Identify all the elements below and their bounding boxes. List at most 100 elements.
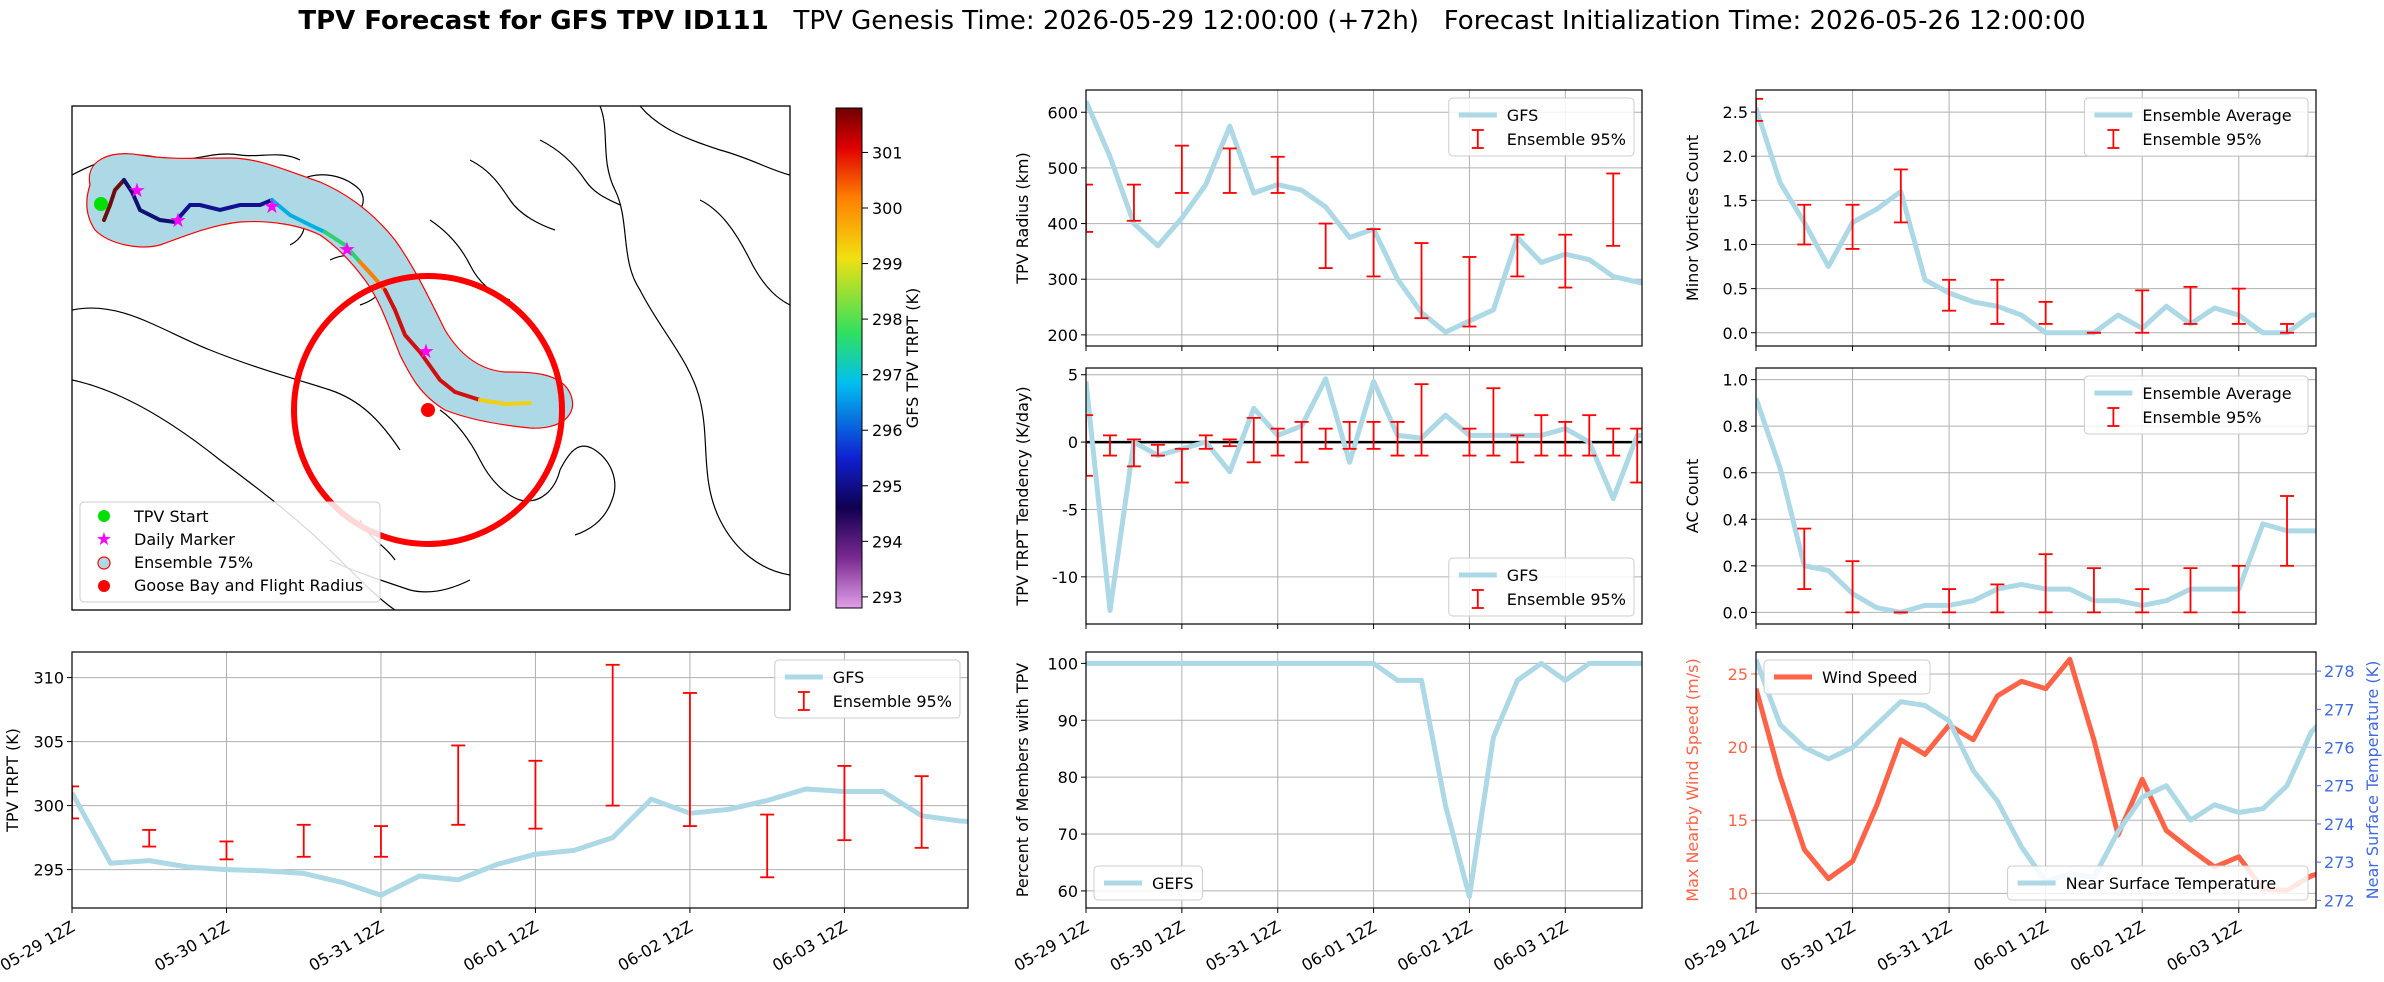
colorbar-tick-label: 297 [872, 366, 903, 385]
x-tick-label: 05-30 12Z [1777, 917, 1858, 975]
legend-label: GFS [1507, 566, 1538, 585]
error-bar [1606, 172, 1621, 247]
legend-tpv-start: TPV Start [133, 507, 209, 526]
error-bar [1510, 233, 1525, 278]
error-bar [1756, 97, 1763, 122]
svg-text:★: ★ [417, 339, 435, 363]
colorbar-tick-label: 298 [872, 310, 903, 329]
y-tick-label: 0.0 [1723, 324, 1748, 343]
chart-ac: 0.0 0.2 0.4 0.6 0.8 1.0 AC Count Ensemble Avera… [1683, 367, 2317, 629]
x-tick-label: 06-02 12Z [2067, 917, 2148, 975]
error-bar [1086, 414, 1093, 477]
y-tick-label: 25 [1728, 665, 1748, 684]
x-tick-label: 05-31 12Z [1202, 917, 1283, 975]
legend: GFS Ensemble 95% [1448, 97, 1635, 157]
legend-label: GFS [833, 668, 864, 687]
x-tick-label: 05-31 12Z [306, 917, 387, 975]
colorbar-tick-label: 296 [872, 421, 903, 440]
error-bar [219, 840, 234, 861]
svg-text:★: ★ [96, 529, 112, 550]
x-tick-label: 05-30 12Z [1107, 917, 1188, 975]
error-bar [1582, 414, 1597, 457]
tpv-start-marker [94, 197, 108, 211]
map-frame [71, 105, 791, 611]
plot-frame [1755, 89, 2317, 347]
data-layer [1086, 660, 1642, 900]
x-tick-label: 05-30 12Z [151, 917, 232, 975]
colorbar-tick-label: 293 [872, 588, 903, 607]
init-time: Forecast Initialization Time: 2026-05-26… [1443, 6, 2086, 36]
plot-area [1086, 652, 1642, 908]
y-tick-label: 400 [1047, 215, 1078, 234]
error-bar [2280, 495, 2295, 567]
legend-label: Ensemble Average [2142, 106, 2291, 125]
error-bar [1086, 183, 1093, 233]
data-layer [1756, 97, 2316, 336]
y-tick-label: 0.4 [1723, 510, 1748, 529]
y-tick-label: -10 [1052, 568, 1078, 587]
legend-label: Near Surface Temperature [2066, 874, 2277, 893]
error-bar [1318, 222, 1333, 269]
x-tick-label: 05-31 12Z [1874, 917, 1955, 975]
y-tick-label: 15 [1728, 811, 1748, 830]
legend-label: GEFS [1152, 874, 1194, 893]
error-bar [682, 692, 697, 827]
y-tick-label: 0.5 [1723, 280, 1748, 299]
error-bar [1510, 434, 1525, 464]
y-axis-label: TPV Radius (km) [1013, 152, 1032, 285]
y-tick-label: 90 [1058, 711, 1078, 730]
colorbar-tick-label: 295 [872, 477, 903, 496]
y-tick-label: 2.5 [1723, 103, 1748, 122]
error-bar [72, 785, 79, 820]
legend-label: Ensemble 95% [833, 692, 952, 711]
data-layer [1086, 100, 1642, 335]
y-tick-label: 600 [1047, 103, 1078, 122]
y2-tick-label: 277 [2324, 700, 2355, 719]
plot-frame [1755, 367, 2317, 625]
colorbar-tick-label: 294 [872, 532, 903, 551]
legend-label: Ensemble 95% [2142, 408, 2261, 427]
y-tick-label: 0.8 [1723, 417, 1748, 436]
colorbar: 293 294 295 296 297 298 299 300 301 GFS TPV TRPT… [835, 107, 922, 609]
legend-label: Ensemble 95% [1507, 590, 1626, 609]
plot-frame [71, 651, 969, 909]
y-tick-label: 1.0 [1723, 235, 1748, 254]
error-bar [528, 759, 543, 830]
svg-text:★: ★ [169, 208, 187, 232]
y2-tick-label: 272 [2324, 891, 2355, 910]
legend-label: GFS [1507, 106, 1538, 125]
error-bar [2038, 300, 2053, 325]
chart-minor: 0.0 0.5 1.0 1.5 2.0 2.5 Minor Vortices Count En… [1683, 89, 2317, 351]
error-bar [1893, 168, 1908, 224]
error-bar [2231, 564, 2246, 614]
error-bar [1294, 420, 1309, 464]
error-bar [1462, 256, 1477, 328]
error-bar [837, 765, 852, 842]
y2-tick-label: 274 [2324, 815, 2355, 834]
y-tick-label: 80 [1058, 768, 1078, 787]
error-bar [760, 813, 775, 879]
x-tick-label: 05-29 12Z [1011, 917, 1092, 975]
error-bar [605, 663, 620, 807]
legend: GEFS [1093, 865, 1203, 901]
y2-axis-label: Near Surface Temperature (K) [2363, 661, 2382, 900]
series-line-gefs [1086, 660, 1642, 900]
y-tick-label: 305 [33, 733, 64, 752]
error-bar [2231, 287, 2246, 325]
y-tick-label: 200 [1047, 326, 1078, 345]
figure-title-main: TPV Forecast for GFS TPV ID111 [298, 6, 769, 36]
y-axis-label: TPV TRPT (K) [3, 728, 22, 833]
error-bar [1797, 203, 1812, 246]
y-tick-label: 60 [1058, 882, 1078, 901]
y-tick-label: 5 [1068, 366, 1078, 385]
y-tick-label: 70 [1058, 825, 1078, 844]
plot-frame [1085, 367, 1643, 625]
error-bar [1534, 414, 1549, 457]
y-tick-label: 300 [1047, 270, 1078, 289]
y-tick-label: 20 [1728, 738, 1748, 757]
plot-frame [1085, 651, 1643, 909]
error-bar [1150, 443, 1165, 457]
x-tick-label: 05-29 12Z [0, 917, 78, 975]
error-bar [451, 744, 466, 826]
